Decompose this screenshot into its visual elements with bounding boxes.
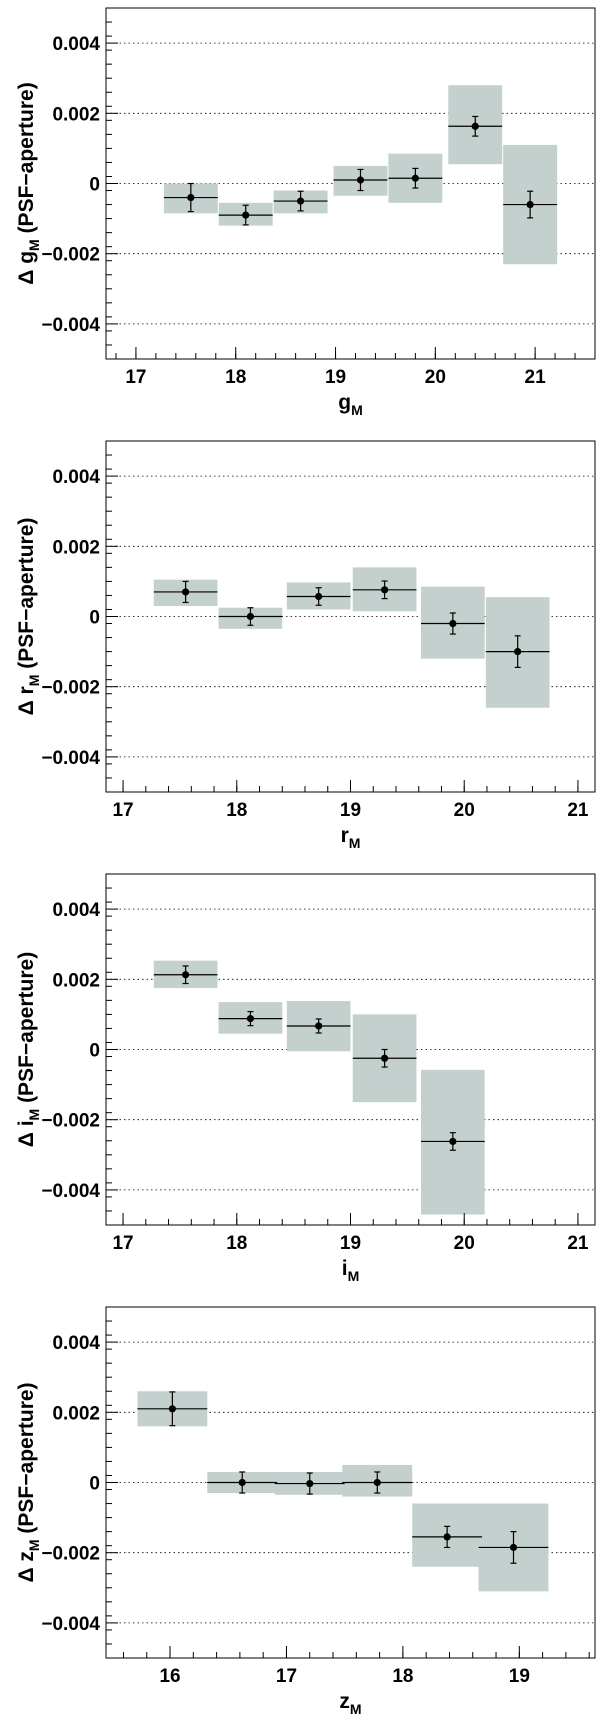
x-axis-label: iM <box>342 1257 360 1284</box>
x-tick-label: 18 <box>392 1666 413 1687</box>
data-point <box>356 176 365 184</box>
x-tick-label: 17 <box>125 367 146 388</box>
x-tick-label: 20 <box>454 1233 475 1254</box>
x-tick-label: 19 <box>340 800 361 821</box>
y-tick-label: −0.002 <box>41 245 100 266</box>
data-point <box>182 971 190 979</box>
y-tick-label: 0 <box>89 175 100 196</box>
x-tick-label: 17 <box>112 1233 133 1254</box>
data-point <box>182 588 190 596</box>
x-tick-label: 16 <box>159 1666 180 1687</box>
x-tick-label: 20 <box>454 800 475 821</box>
x-tick-label: 17 <box>276 1666 297 1687</box>
y-tick-label: 0 <box>89 1474 100 1495</box>
x-tick-label: 19 <box>509 1666 530 1687</box>
y-tick-label: −0.004 <box>41 1614 100 1635</box>
y-tick-label: −0.004 <box>41 1181 100 1202</box>
data-point <box>411 174 419 182</box>
y-tick-label: −0.002 <box>41 1544 100 1565</box>
y-tick-label: −0.002 <box>41 678 100 699</box>
data-point <box>315 592 323 601</box>
data-point <box>306 1479 314 1488</box>
y-tick-label: 0.002 <box>52 104 100 125</box>
data-point <box>246 612 255 621</box>
data-point <box>242 211 250 219</box>
y-tick-label: −0.002 <box>41 1111 100 1132</box>
y-tick-label: 0.002 <box>52 537 100 558</box>
x-tick-label: 21 <box>567 1233 589 1254</box>
y-axis-label: Δ rM (PSF−aperture) <box>15 518 42 716</box>
y-tick-label: −0.004 <box>41 315 100 336</box>
y-tick-label: 0.004 <box>52 1333 100 1354</box>
x-tick-label: 18 <box>226 1233 247 1254</box>
data-point <box>246 1015 255 1023</box>
y-tick-label: 0 <box>89 1041 100 1062</box>
x-tick-label: 17 <box>112 800 133 821</box>
x-tick-label: 18 <box>225 367 246 388</box>
x-axis-label: gM <box>338 391 363 418</box>
chart-panel-z: −0.004 −0.002 0 0.002 0.004 16 17 18 19 zM Δ zM (P… <box>15 1306 596 1716</box>
x-tick-label: 21 <box>525 367 547 388</box>
data-point <box>509 1543 518 1552</box>
data-point <box>373 1478 381 1487</box>
y-tick-label: 0.002 <box>52 970 100 991</box>
y-tick-label: 0.004 <box>52 34 100 55</box>
y-tick-label: 0.002 <box>52 1403 100 1424</box>
data-point <box>471 122 479 130</box>
data-point <box>449 1137 457 1146</box>
y-tick-label: 0 <box>89 608 100 629</box>
data-point <box>381 586 389 594</box>
x-axis-label: rM <box>341 824 361 851</box>
x-tick-label: 21 <box>567 800 589 821</box>
data-point <box>238 1478 246 1487</box>
data-point <box>168 1405 176 1413</box>
x-tick-label: 19 <box>340 1233 361 1254</box>
data-point <box>187 193 195 202</box>
y-axis-label: Δ iM (PSF−aperture) <box>15 952 42 1147</box>
data-point <box>315 1022 323 1030</box>
y-axis-label: Δ zM (PSF−aperture) <box>15 1382 42 1582</box>
y-tick-label: 0.004 <box>52 900 100 921</box>
data-point <box>526 200 534 209</box>
chart-panel-g: −0.004 −0.002 0 0.002 0.004 17 18 19 20 21 gM Δ gM … <box>15 7 596 418</box>
x-tick-label: 20 <box>425 367 446 388</box>
chart-panel-i: −0.004 −0.002 0 0.002 0.004 17 18 19 20 21 iM Δ iM … <box>15 873 596 1284</box>
data-point <box>297 197 305 205</box>
data-point <box>449 619 457 628</box>
data-point <box>514 648 522 656</box>
x-axis-label: zM <box>339 1690 361 1716</box>
y-tick-label: −0.004 <box>41 748 100 769</box>
y-axis-label: Δ gM (PSF−aperture) <box>15 82 42 284</box>
data-point <box>381 1054 389 1062</box>
y-tick-label: 0.004 <box>52 467 100 488</box>
data-point <box>443 1533 451 1541</box>
chart-panel-r: −0.004 −0.002 0 0.002 0.004 17 18 19 20 21 rM Δ rM … <box>15 440 596 851</box>
x-tick-label: 19 <box>325 367 346 388</box>
x-tick-label: 18 <box>226 800 247 821</box>
